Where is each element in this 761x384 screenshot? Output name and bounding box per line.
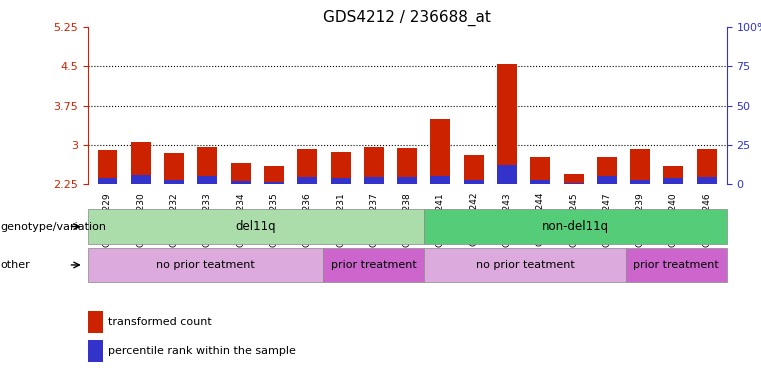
Bar <box>88 248 323 282</box>
Bar <box>530 157 550 184</box>
Bar <box>597 176 617 184</box>
Bar <box>397 147 417 184</box>
Bar <box>97 150 117 184</box>
Text: genotype/variation: genotype/variation <box>1 222 107 232</box>
Bar <box>664 166 683 184</box>
Bar <box>131 175 151 184</box>
Text: prior treatment: prior treatment <box>633 260 719 270</box>
Bar <box>298 177 317 184</box>
Bar <box>330 152 351 184</box>
Bar <box>530 180 550 184</box>
Bar <box>164 180 184 184</box>
Bar <box>364 147 384 184</box>
Bar <box>131 142 151 184</box>
Bar <box>431 119 451 184</box>
Text: no prior teatment: no prior teatment <box>476 260 575 270</box>
Text: transformed count: transformed count <box>108 317 212 327</box>
Bar <box>626 248 727 282</box>
Bar <box>97 178 117 184</box>
Bar <box>664 178 683 184</box>
Bar <box>231 163 250 184</box>
Text: del11q: del11q <box>235 220 276 233</box>
Bar <box>630 180 650 184</box>
Bar <box>697 149 717 184</box>
Bar <box>264 166 284 184</box>
Text: other: other <box>1 260 30 270</box>
Text: no prior teatment: no prior teatment <box>156 260 255 270</box>
Bar <box>463 180 484 184</box>
Bar <box>697 177 717 184</box>
Bar <box>88 209 424 244</box>
Bar <box>197 177 218 184</box>
Bar <box>397 177 417 184</box>
Bar <box>564 183 584 184</box>
Bar <box>424 248 626 282</box>
Bar <box>497 165 517 184</box>
Bar <box>630 149 650 184</box>
Bar <box>564 174 584 184</box>
Bar <box>431 176 451 184</box>
Bar <box>364 177 384 184</box>
Bar <box>463 156 484 184</box>
Bar <box>197 147 218 184</box>
Bar <box>497 64 517 184</box>
Bar <box>231 180 250 184</box>
Bar <box>298 149 317 184</box>
Text: prior treatment: prior treatment <box>330 260 416 270</box>
Bar <box>323 248 424 282</box>
Bar <box>330 178 351 184</box>
Bar <box>88 311 103 333</box>
Text: non-del11q: non-del11q <box>542 220 609 233</box>
Bar <box>597 157 617 184</box>
Bar <box>424 209 727 244</box>
Bar <box>164 153 184 184</box>
Bar <box>264 182 284 184</box>
Bar <box>88 340 103 362</box>
Title: GDS4212 / 236688_at: GDS4212 / 236688_at <box>323 9 491 25</box>
Text: percentile rank within the sample: percentile rank within the sample <box>108 346 296 356</box>
